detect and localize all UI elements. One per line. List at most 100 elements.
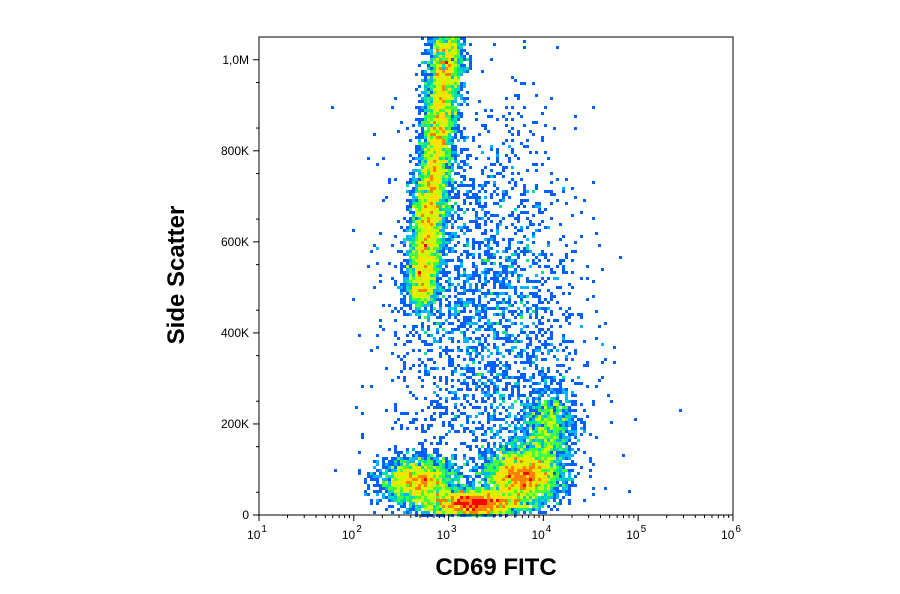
density-cell [529, 493, 532, 496]
density-cell [574, 115, 577, 118]
density-cell [532, 505, 535, 508]
density-cell [460, 472, 463, 475]
density-cell [415, 490, 418, 493]
density-cell [484, 166, 487, 169]
density-cell [448, 460, 451, 463]
density-cell [460, 487, 463, 490]
density-cell [439, 154, 442, 157]
density-cell [520, 352, 523, 355]
density-cell [490, 115, 493, 118]
density-cell [493, 280, 496, 283]
density-cell [550, 343, 553, 346]
density-cell [457, 277, 460, 280]
density-cell [394, 307, 397, 310]
density-cell [424, 97, 427, 100]
density-cell [532, 433, 535, 436]
density-cell [445, 271, 448, 274]
density-cell [361, 412, 364, 415]
density-cell [508, 481, 511, 484]
density-cell [457, 409, 460, 412]
density-cell [439, 58, 442, 61]
density-cell [430, 457, 433, 460]
density-cell [433, 100, 436, 103]
density-cell [418, 241, 421, 244]
density-cell [502, 250, 505, 253]
density-cell [499, 493, 502, 496]
density-cell [442, 199, 445, 202]
density-cell [478, 475, 481, 478]
density-cell [505, 193, 508, 196]
density-cell [541, 496, 544, 499]
density-cell [484, 244, 487, 247]
density-cell [448, 214, 451, 217]
density-cell [466, 304, 469, 307]
density-cell [559, 382, 562, 385]
density-cell [541, 433, 544, 436]
density-cell [478, 253, 481, 256]
density-cell [451, 496, 454, 499]
density-cell [580, 316, 583, 319]
density-cell [388, 478, 391, 481]
density-cell [427, 292, 430, 295]
density-cell [556, 454, 559, 457]
density-cell [520, 463, 523, 466]
density-cell [442, 58, 445, 61]
density-cell [433, 169, 436, 172]
density-cell [427, 163, 430, 166]
density-cell [445, 70, 448, 73]
density-cell [433, 259, 436, 262]
density-cell [433, 478, 436, 481]
density-cell [427, 178, 430, 181]
density-cell [436, 466, 439, 469]
density-cell [523, 436, 526, 439]
density-cell [469, 316, 472, 319]
density-cell [475, 322, 478, 325]
density-cell [502, 292, 505, 295]
density-cell [526, 487, 529, 490]
density-cell [496, 337, 499, 340]
density-cell [448, 391, 451, 394]
density-cell [502, 376, 505, 379]
density-cell [442, 85, 445, 88]
density-cell [484, 511, 487, 514]
density-cell [427, 154, 430, 157]
density-cell [496, 502, 499, 505]
density-cell [505, 292, 508, 295]
density-cell [541, 487, 544, 490]
density-cell [442, 163, 445, 166]
density-cell [460, 412, 463, 415]
density-cell [490, 247, 493, 250]
density-cell [469, 376, 472, 379]
density-cell [457, 388, 460, 391]
density-cell [451, 97, 454, 100]
density-cell [379, 274, 382, 277]
density-cell [493, 424, 496, 427]
density-cell [472, 493, 475, 496]
density-cell [421, 274, 424, 277]
density-cell [397, 472, 400, 475]
density-cell [433, 463, 436, 466]
density-cell [499, 220, 502, 223]
density-cell [376, 493, 379, 496]
density-cell [376, 478, 379, 481]
density-cell [475, 439, 478, 442]
density-cell [448, 238, 451, 241]
density-cell [520, 298, 523, 301]
density-cell [418, 253, 421, 256]
density-cell [523, 499, 526, 502]
density-cell [544, 373, 547, 376]
density-cell [409, 478, 412, 481]
density-cell [451, 412, 454, 415]
density-cell [568, 451, 571, 454]
density-cell [502, 481, 505, 484]
density-cell [442, 475, 445, 478]
density-cell [445, 400, 448, 403]
density-cell [430, 187, 433, 190]
density-cell [421, 133, 424, 136]
density-cell [388, 487, 391, 490]
density-cell [520, 460, 523, 463]
density-cell [484, 259, 487, 262]
density-cell [466, 298, 469, 301]
density-cell [451, 370, 454, 373]
density-cell [418, 214, 421, 217]
